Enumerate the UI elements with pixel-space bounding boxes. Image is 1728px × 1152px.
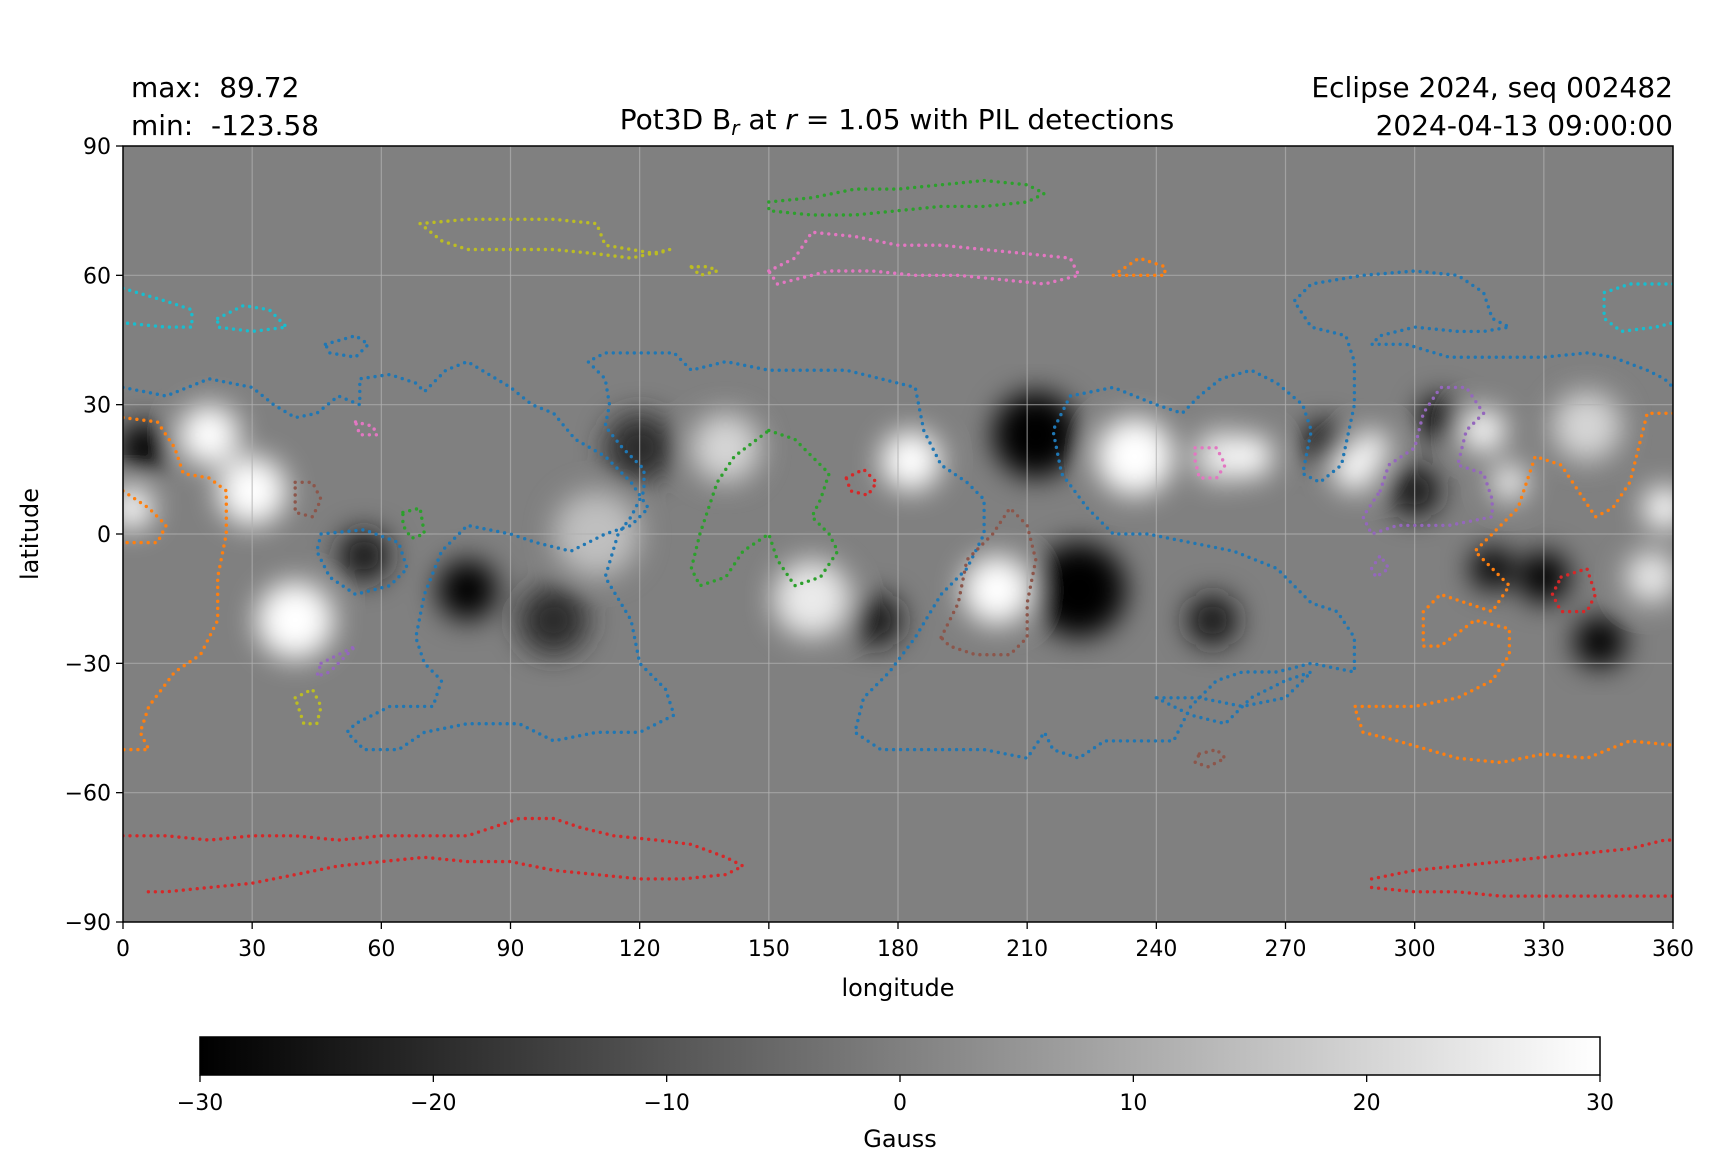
colorbar-tick-label: −30: [177, 1091, 223, 1116]
field-blob: [1332, 447, 1376, 491]
pil-contour: [1193, 446, 1228, 480]
y-tick-label: 0: [97, 523, 111, 548]
y-tick-label: 90: [83, 135, 111, 160]
pil-contour: [1111, 256, 1167, 277]
y-axis-label: latitude: [16, 488, 44, 580]
field-blob: [178, 404, 240, 465]
pil-contour: [1352, 411, 1673, 765]
chart-title: Pot3D Br at r = 1.05 with PIL detections: [620, 103, 1174, 140]
pil-contour: [418, 217, 671, 260]
x-tick-label: 270: [1265, 937, 1307, 962]
pil-contour: [1361, 385, 1494, 537]
colorbar-label: Gauss: [863, 1125, 937, 1152]
pil-contour: [314, 644, 357, 679]
y-tick-label: −90: [65, 911, 111, 936]
colorbar-tick-label: −10: [643, 1091, 689, 1116]
colorbar-tick-label: 10: [1119, 1091, 1147, 1116]
pil-contour: [1154, 670, 1313, 726]
pil-contour: [1369, 552, 1392, 580]
y-tick-label: −60: [65, 782, 111, 807]
field-blob: [1625, 551, 1673, 603]
x-tick-label: 180: [877, 937, 919, 962]
pil-contour: [323, 333, 372, 360]
field-blob: [1031, 542, 1127, 638]
x-tick-label: 0: [116, 937, 130, 962]
x-tick-label: 120: [619, 937, 661, 962]
y-tick-label: 30: [83, 394, 111, 419]
title-tail: = 1.05 with PIL detections: [797, 103, 1174, 136]
pil-contour: [123, 489, 169, 545]
colorbar: [199, 1036, 1601, 1076]
pil-contour: [293, 686, 323, 726]
field-blob: [1552, 391, 1622, 461]
field-blob: [437, 559, 498, 621]
x-tick-label: 240: [1135, 937, 1177, 962]
colorbar-ticks: −30 −20 −10 0 10 20 30: [177, 1075, 1614, 1116]
x-tick-label: 300: [1394, 937, 1436, 962]
field-blob: [338, 529, 390, 582]
pil-contour: [1192, 747, 1229, 769]
info-line-2: 2024-04-13 09:00:00: [1376, 109, 1673, 142]
field-blob: [1096, 417, 1174, 496]
field-blob: [123, 421, 171, 474]
axes-layer: 0 30 60 90 120 150 180 210 240 270 300 330 360−90−60…: [65, 135, 1694, 962]
colorbar-tick-label: −20: [410, 1091, 456, 1116]
pil-contour: [939, 505, 1038, 657]
pil-contour: [353, 420, 380, 437]
field-blob: [519, 585, 588, 655]
title-main: Pot3D B: [620, 103, 731, 136]
x-axis-label: longitude: [841, 974, 954, 1002]
field-blob: [880, 430, 942, 491]
colorbar-tick-label: 20: [1353, 1091, 1381, 1116]
field-blob: [1195, 430, 1247, 483]
field-blob: [773, 559, 851, 638]
title-mid: at: [739, 103, 785, 136]
pil-contour: [1369, 885, 1673, 898]
title-subscript: r: [731, 116, 741, 140]
field-blob: [1642, 486, 1673, 530]
colorbar-tick-label: 0: [893, 1091, 907, 1116]
info-line-1: Eclipse 2024, seq 002482: [1311, 71, 1673, 104]
field-blob: [256, 581, 334, 659]
field-blob: [1302, 421, 1346, 465]
field-blob: [1462, 409, 1506, 453]
pil-contour: [1602, 282, 1673, 334]
x-tick-label: 210: [1006, 937, 1048, 962]
field-blob: [962, 555, 1032, 625]
x-tick-label: 330: [1523, 937, 1565, 962]
plot-area: [123, 146, 1673, 922]
pil-contour: [1550, 566, 1598, 614]
field-blob: [992, 391, 1079, 478]
pil-contour: [1369, 838, 1673, 881]
pil-contour: [123, 816, 747, 894]
pil-contour: [401, 506, 427, 541]
colorbar-tick-label: 30: [1586, 1091, 1614, 1116]
field-blob: [1573, 615, 1626, 668]
field-layer: [123, 391, 1673, 668]
x-tick-label: 60: [367, 937, 395, 962]
pil-contour: [689, 265, 723, 278]
field-blob: [123, 486, 154, 530]
pil-contour: [689, 428, 840, 588]
max-label: max: 89.72: [131, 71, 299, 104]
pil-contour: [293, 480, 324, 519]
field-blob: [1418, 396, 1463, 440]
field-blob: [1229, 434, 1273, 478]
y-tick-label: 60: [83, 264, 111, 289]
x-tick-label: 150: [748, 937, 790, 962]
pil-contour: [216, 303, 291, 334]
pil-layer: [123, 178, 1673, 898]
field-blob: [1186, 594, 1239, 647]
field-blob: [691, 413, 761, 483]
field-blob: [1492, 465, 1527, 500]
pil-contour: [314, 527, 410, 597]
x-tick-label: 30: [238, 937, 266, 962]
min-label: min: -123.58: [131, 109, 319, 142]
y-tick-label: −30: [65, 652, 111, 677]
x-tick-label: 90: [497, 937, 525, 962]
x-tick-label: 360: [1652, 937, 1694, 962]
field-blob: [850, 594, 903, 647]
title-r: r: [785, 103, 798, 136]
